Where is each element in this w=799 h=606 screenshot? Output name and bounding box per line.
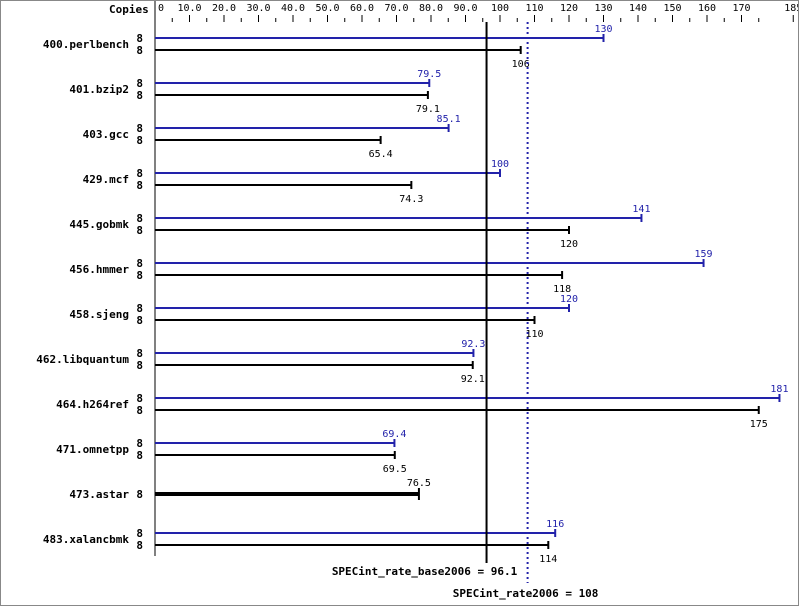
base-value-label: 92.1: [461, 374, 485, 385]
x-tick-label: 90.0: [453, 3, 477, 14]
base-value-label: 65.4: [369, 149, 393, 160]
x-tick-label: 40.0: [281, 3, 305, 14]
peak-value-label: 130: [594, 24, 612, 35]
base-reference-label: SPECint_rate_base2006 = 96.1: [332, 565, 518, 578]
peak-copies: 8: [136, 122, 143, 135]
base-copies: 8: [136, 44, 143, 57]
base-value-label: 175: [750, 419, 768, 430]
benchmark-row: 429.mcf 8 100 8 74.3: [83, 159, 509, 205]
benchmark-row: 464.h264ref 8 181 8 175: [56, 384, 788, 430]
x-tick-label: 130: [594, 3, 612, 14]
benchmark-label: 400.perlbench: [43, 38, 129, 51]
x-tick-label: 150: [663, 3, 681, 14]
x-tick-label: 120: [560, 3, 578, 14]
base-value-label: 69.5: [383, 464, 407, 475]
peak-value-label: 92.3: [461, 339, 485, 350]
peak-value-label: 116: [546, 519, 564, 530]
x-tick-label: 70.0: [384, 3, 408, 14]
benchmark-row: 403.gcc 8 85.1 8 65.4: [83, 114, 461, 160]
benchmark-row: 473.astar 8 76.5: [69, 478, 431, 501]
peak-value-label: 181: [770, 384, 788, 395]
benchmark-label: 464.h264ref: [56, 398, 129, 411]
base-copies: 8: [136, 224, 143, 237]
x-tick-label: 10.0: [177, 3, 201, 14]
base-value-label: 76.5: [407, 478, 431, 489]
x-tick-label: 160: [698, 3, 716, 14]
x-tick-label: 170: [732, 3, 750, 14]
benchmark-row: 401.bzip2 8 79.5 8 79.1: [69, 69, 441, 115]
peak-reference-label: SPECint_rate2006 = 108: [453, 587, 599, 600]
peak-copies: 8: [136, 347, 143, 360]
peak-copies: 8: [136, 167, 143, 180]
peak-value-label: 85.1: [437, 114, 461, 125]
x-tick-label: 50.0: [315, 3, 339, 14]
base-value-label: 120: [560, 239, 578, 250]
peak-copies: 8: [136, 77, 143, 90]
benchmark-label: 401.bzip2: [69, 83, 129, 96]
base-value-label: 118: [553, 284, 571, 295]
x-tick-label: 30.0: [246, 3, 270, 14]
base-copies: 8: [136, 269, 143, 282]
peak-value-label: 141: [632, 204, 650, 215]
benchmark-label: 456.hmmer: [69, 263, 129, 276]
x-tick-label: 185: [784, 3, 798, 14]
benchmark-label: 462.libquantum: [36, 353, 129, 366]
benchmark-label: 471.omnetpp: [56, 443, 129, 456]
base-copies: 8: [136, 314, 143, 327]
benchmark-label: 403.gcc: [83, 128, 129, 141]
peak-copies: 8: [136, 437, 143, 450]
base-copies: 8: [136, 359, 143, 372]
base-value-label: 79.1: [416, 104, 440, 115]
peak-copies: 8: [136, 257, 143, 270]
x-tick-label: 110: [525, 3, 543, 14]
benchmark-label: 483.xalancbmk: [43, 533, 129, 546]
peak-copies: 8: [136, 32, 143, 45]
base-copies: 8: [136, 89, 143, 102]
peak-copies: 8: [136, 302, 143, 315]
benchmark-row: 462.libquantum 8 92.3 8 92.1: [36, 339, 485, 385]
benchmark-row: 483.xalancbmk 8 116 8 114: [43, 519, 564, 565]
benchmark-row: 456.hmmer 8 159 8 118: [69, 249, 712, 295]
x-tick-label: 140: [629, 3, 647, 14]
peak-value-label: 79.5: [417, 69, 441, 80]
benchmark-row: 471.omnetpp 8 69.4 8 69.5: [56, 429, 407, 475]
benchmark-label: 473.astar: [69, 488, 129, 501]
x-tick-label: 20.0: [212, 3, 236, 14]
benchmark-row: 445.gobmk 8 141 8 120: [69, 204, 650, 250]
base-copies: 8: [136, 179, 143, 192]
base-copies: 8: [136, 488, 143, 501]
x-tick-label: 0: [158, 3, 164, 14]
copies-header: Copies: [109, 3, 149, 16]
benchmark-row: 400.perlbench 8 130 8 106: [43, 24, 613, 70]
base-value-label: 106: [512, 59, 530, 70]
base-copies: 8: [136, 404, 143, 417]
peak-value-label: 100: [491, 159, 509, 170]
base-value-label: 114: [539, 554, 557, 565]
peak-value-label: 69.4: [382, 429, 406, 440]
benchmark-label: 445.gobmk: [69, 218, 129, 231]
x-tick-label: 80.0: [419, 3, 443, 14]
x-tick-label: 100: [491, 3, 509, 14]
base-value-label: 74.3: [399, 194, 423, 205]
base-copies: 8: [136, 134, 143, 147]
peak-copies: 8: [136, 527, 143, 540]
base-copies: 8: [136, 449, 143, 462]
benchmark-label: 458.sjeng: [69, 308, 129, 321]
peak-value-label: 120: [560, 294, 578, 305]
base-copies: 8: [136, 539, 143, 552]
peak-copies: 8: [136, 392, 143, 405]
x-tick-label: 60.0: [350, 3, 374, 14]
benchmark-row: 458.sjeng 8 120 8 110: [69, 294, 578, 340]
peak-value-label: 159: [695, 249, 713, 260]
base-value-label: 110: [525, 329, 543, 340]
benchmark-label: 429.mcf: [83, 173, 129, 186]
peak-copies: 8: [136, 212, 143, 225]
